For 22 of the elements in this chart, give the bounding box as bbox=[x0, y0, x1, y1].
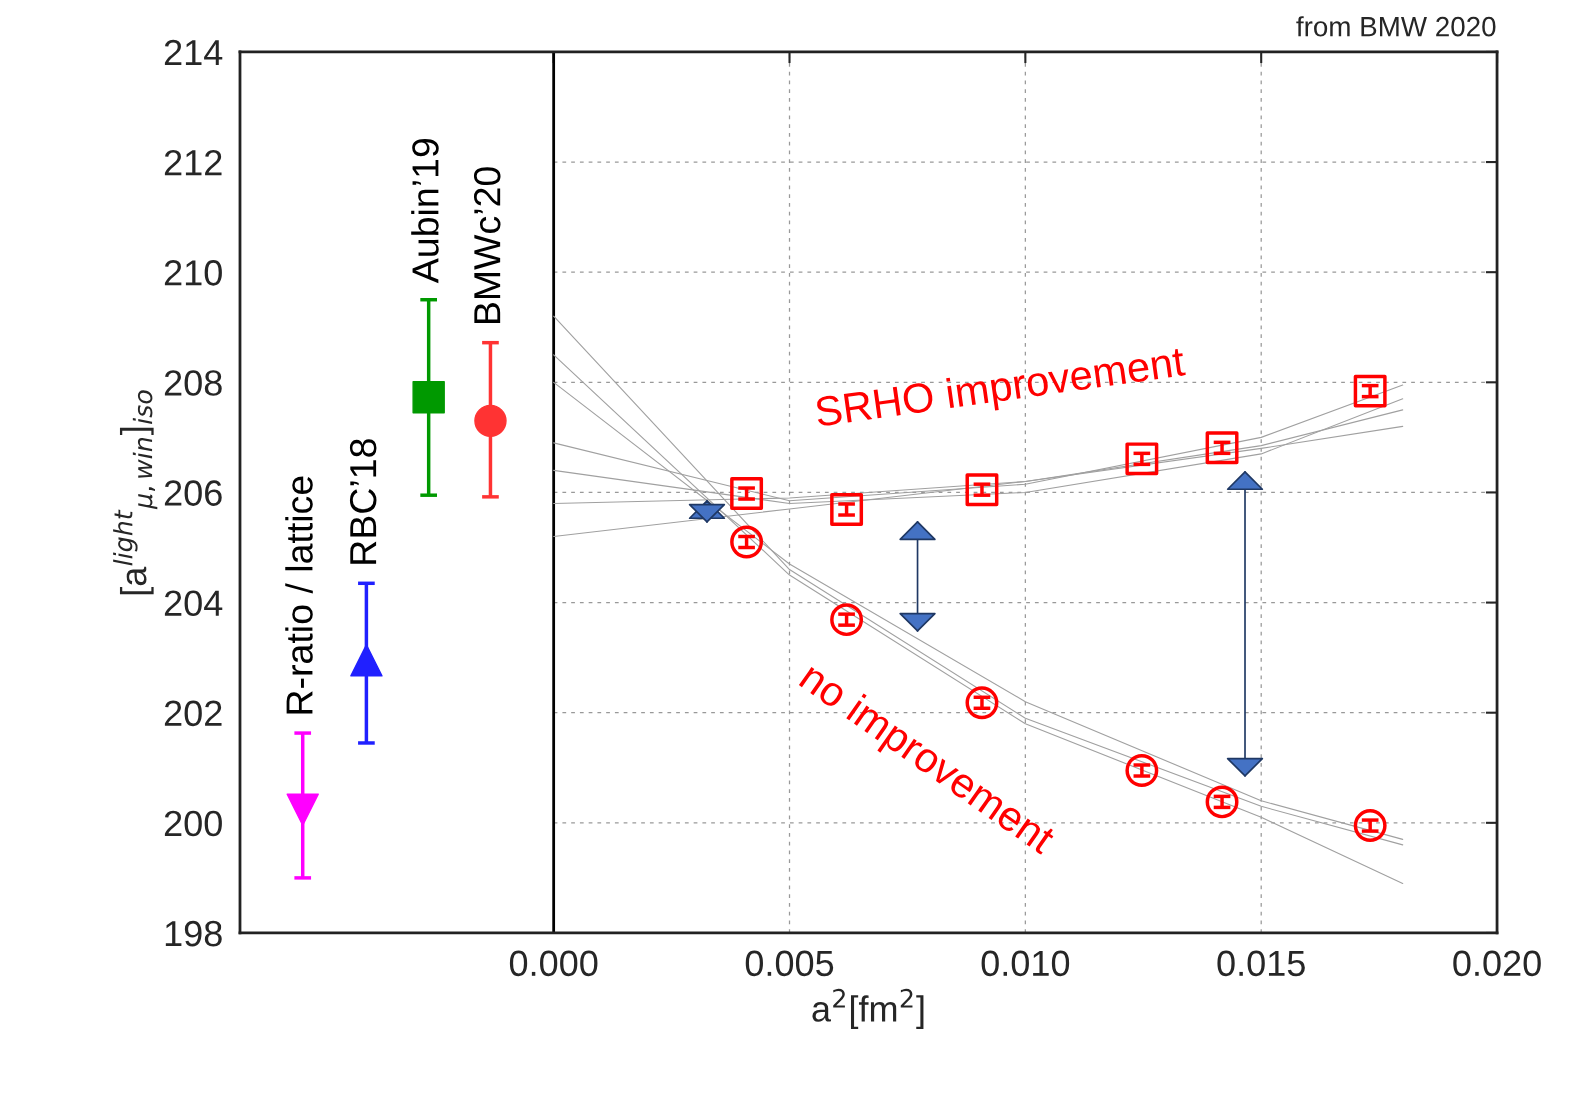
annotation: SRHO improvement bbox=[814, 345, 1187, 436]
y-tick-label: 212 bbox=[164, 149, 222, 176]
text: R-ratio / lattice bbox=[285, 476, 313, 714]
x-tick-label: 0.015 bbox=[1217, 950, 1305, 977]
x-tick-label: 0.010 bbox=[981, 950, 1070, 977]
text: BMWc’20 bbox=[473, 167, 501, 324]
x-tick-label: 0.020 bbox=[1453, 950, 1541, 977]
y-tick-label: 202 bbox=[164, 700, 222, 727]
text: RBC’18 bbox=[349, 439, 377, 564]
y-axis-title: [a$^{light}$$_{μ,win}$]$_{iso}$ bbox=[113, 390, 158, 595]
y-tick-label: 198 bbox=[165, 920, 222, 947]
text: Aubin’19 bbox=[411, 139, 439, 284]
y-tick-label: 204 bbox=[164, 590, 223, 617]
y-tick-label: 200 bbox=[164, 810, 222, 837]
x-tick-label: 0.005 bbox=[745, 950, 834, 977]
text: from BMW 2020 bbox=[1296, 16, 1496, 37]
x-axis-title: a$^{2}$[fm$^{2}$] bbox=[812, 988, 924, 1029]
y-tick-label: 214 bbox=[164, 39, 223, 66]
y-tick-label: 210 bbox=[164, 260, 222, 286]
x-tick-label: 0.000 bbox=[509, 950, 598, 977]
y-tick-label: 208 bbox=[164, 370, 222, 396]
y-tick-label: 206 bbox=[164, 480, 222, 506]
